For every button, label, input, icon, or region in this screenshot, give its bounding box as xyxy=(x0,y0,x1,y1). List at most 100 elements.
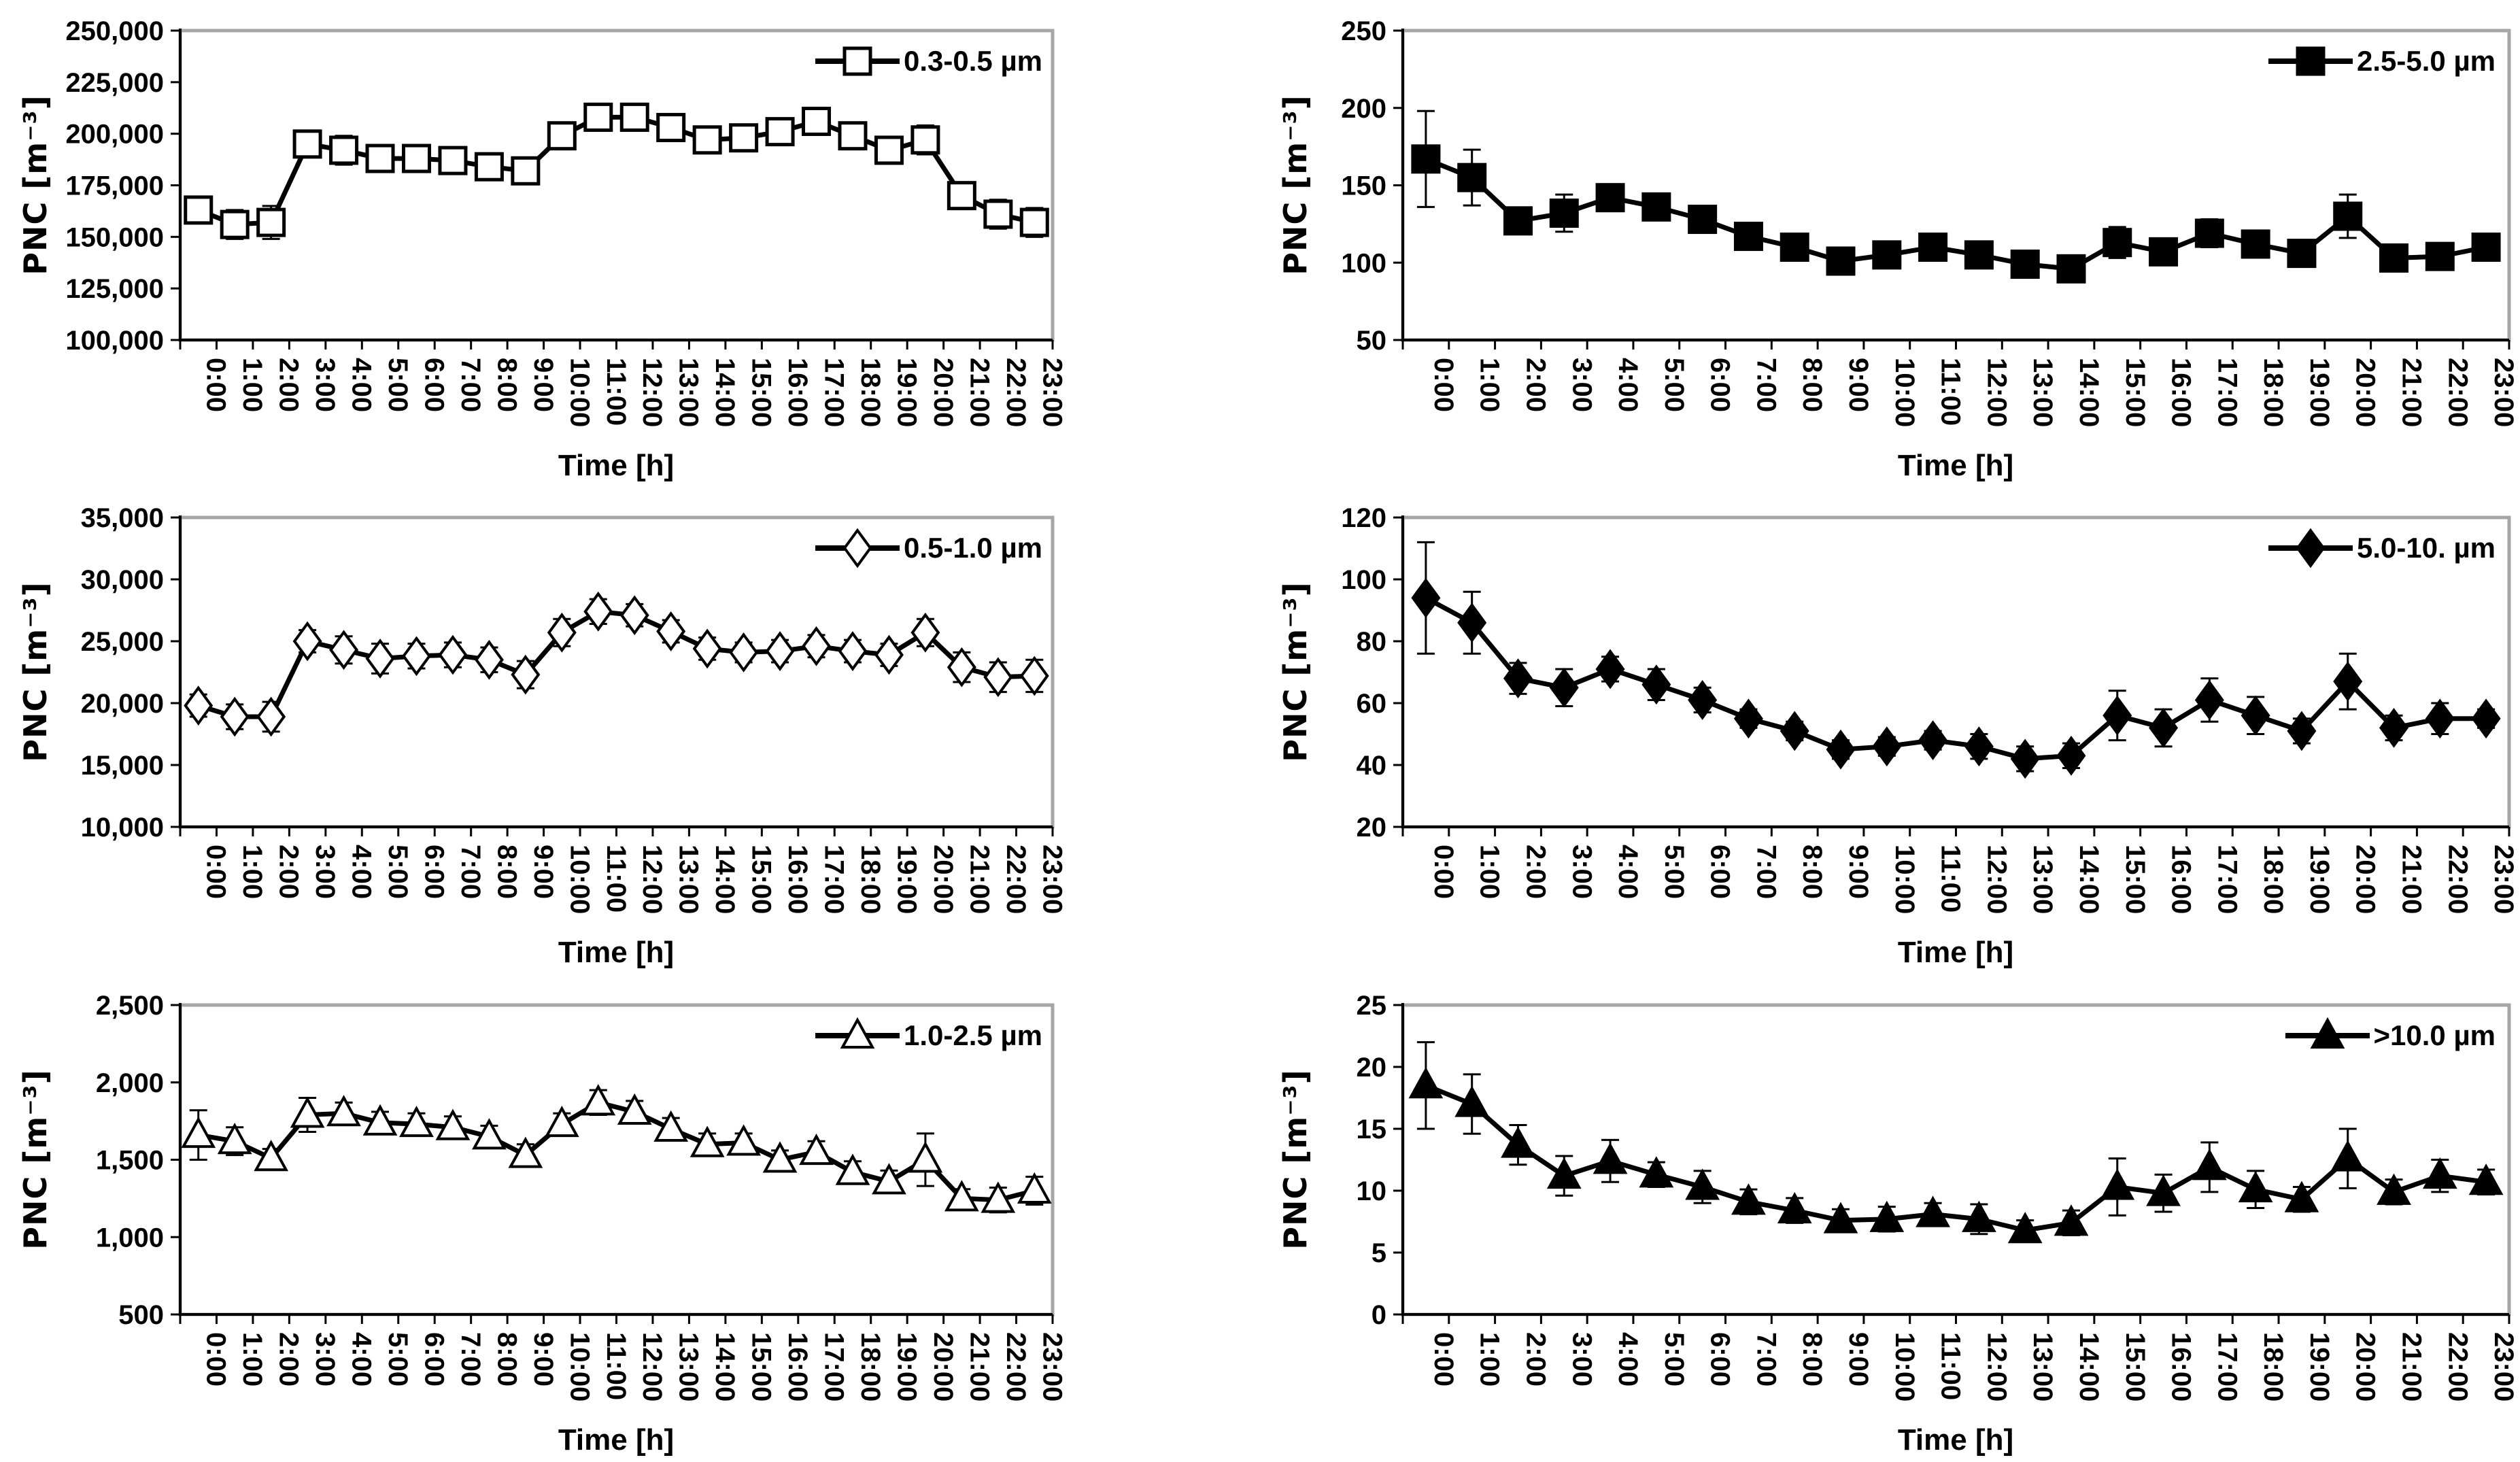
data-point-marker xyxy=(947,181,976,211)
x-tick-label: 12:00 xyxy=(637,358,667,427)
chart-panel-5.0-10um: 20 40 60 80 100 120 0:00 1:00 2:00 3:00 4:00 5:00 6:… xyxy=(1260,487,2520,974)
data-point-marker xyxy=(2471,698,2501,739)
y-tick-label: 50 xyxy=(1357,326,1387,356)
y-tick-label: 20,000 xyxy=(81,689,164,719)
data-point-marker xyxy=(981,1181,1016,1213)
plot-area xyxy=(1401,515,2511,829)
x-tick-label: 11:00 xyxy=(1936,1332,1966,1400)
data-point-marker xyxy=(220,696,250,737)
x-tick-label: 1:00 xyxy=(1475,845,1505,899)
data-point-marker xyxy=(1593,1142,1628,1174)
x-tick-label: 8:00 xyxy=(1797,845,1827,899)
y-axis-label: PNC [m⁻³] xyxy=(17,1069,54,1250)
x-tick-label: 17:00 xyxy=(819,358,849,427)
x-tick-label: 3:00 xyxy=(310,358,340,412)
x-tick-label: 17:00 xyxy=(819,1332,849,1401)
y-tick-label: 60 xyxy=(1357,689,1387,719)
x-tick-label: 9:00 xyxy=(528,358,558,412)
data-point-marker xyxy=(547,121,577,151)
data-point-marker xyxy=(799,1133,834,1166)
x-tick-label: 4:00 xyxy=(1613,358,1643,412)
data-point-marker xyxy=(619,595,649,636)
x-tick-label: 15:00 xyxy=(2120,845,2150,914)
data-point-marker xyxy=(838,631,868,671)
data-point-marker xyxy=(983,657,1013,698)
x-tick-label: 18:00 xyxy=(2258,358,2288,427)
x-tick-label: 20:00 xyxy=(2351,845,2381,914)
y-tick-label: 125,000 xyxy=(65,274,164,304)
x-tick-label: 23:00 xyxy=(2489,1332,2519,1401)
data-point-marker xyxy=(217,1123,252,1155)
x-tick-label: 19:00 xyxy=(891,1332,921,1401)
data-point-marker xyxy=(1457,602,1487,643)
x-tick-label: 19:00 xyxy=(891,845,921,914)
data-point-marker xyxy=(2379,708,2408,748)
x-tick-label: 6:00 xyxy=(1705,845,1735,899)
y-axis-label: PNC [m⁻³] xyxy=(1277,581,1314,762)
x-tick-label: 12:00 xyxy=(1981,358,2011,427)
x-tick-label: 5:00 xyxy=(383,1332,413,1387)
legend: 1.0-2.5 µm xyxy=(813,1015,1042,1056)
x-tick-label: 16:00 xyxy=(783,1332,813,1401)
data-point-marker xyxy=(2149,708,2179,748)
data-point-marker xyxy=(1918,720,1948,760)
x-tick-label: 16:00 xyxy=(2166,358,2196,427)
data-point-marker xyxy=(656,611,686,651)
x-tick-label: 13:00 xyxy=(2028,845,2058,914)
data-point-marker xyxy=(1454,1085,1490,1117)
plot-area xyxy=(178,1003,1055,1316)
x-tick-label: 11:00 xyxy=(1936,845,1966,913)
data-point-marker xyxy=(729,123,759,153)
plot-svg-1.0-2.5um: 500 1,000 1,500 2,000 2,500 0:00 1:00 2:00 3:00 4… xyxy=(96,991,1067,1401)
x-tick-label: 14:00 xyxy=(2074,1332,2104,1401)
x-tick-label: 20:00 xyxy=(928,1332,958,1401)
data-point-marker xyxy=(290,1096,325,1128)
data-point-marker xyxy=(1411,577,1441,618)
x-tick-label: 9:00 xyxy=(1843,358,1873,412)
x-axis-label: Time [h] xyxy=(558,1423,675,1457)
legend-marker-icon xyxy=(815,528,900,568)
data-point-marker xyxy=(619,102,649,132)
data-point-marker xyxy=(544,1106,579,1138)
y-tick-label: 200,000 xyxy=(65,120,164,150)
y-tick-label: 15 xyxy=(1357,1115,1387,1144)
x-tick-label: 1:00 xyxy=(237,1332,267,1387)
x-tick-label: 22:00 xyxy=(2442,1332,2472,1401)
x-tick-label: 23:00 xyxy=(2489,845,2519,914)
x-tick-label: 3:00 xyxy=(1567,845,1597,899)
legend-marker xyxy=(842,46,872,76)
data-point-marker xyxy=(1688,680,1718,720)
data-point-marker xyxy=(326,1095,361,1127)
x-tick-label: 12:00 xyxy=(637,1332,667,1401)
y-tick-label: 10 xyxy=(1357,1176,1387,1206)
x-tick-label: 0:00 xyxy=(1429,845,1459,899)
data-point-marker xyxy=(1549,198,1579,228)
data-point-marker xyxy=(2102,695,2132,736)
data-point-marker xyxy=(438,634,468,675)
data-point-marker xyxy=(1823,1202,1858,1234)
x-tick-label: 1:00 xyxy=(237,358,267,412)
x-tick-label: 10:00 xyxy=(1890,1332,1920,1401)
x-tick-label: 23:00 xyxy=(1037,1332,1067,1401)
data-point-marker xyxy=(1872,240,1902,270)
x-tick-label: 2:00 xyxy=(274,845,304,899)
x-axis-label: Time [h] xyxy=(558,449,675,482)
y-tick-label: 100 xyxy=(1341,248,1386,278)
y-tick-label: 1,000 xyxy=(96,1223,164,1253)
data-point-marker xyxy=(944,1180,979,1212)
x-tick-label: 5:00 xyxy=(1659,845,1689,899)
x-tick-label: 11:00 xyxy=(1936,358,1966,426)
chart-panel-0.3-0.5um: 100,000 125,000 150,000 175,000 200,000 225,0… xyxy=(0,0,1260,487)
x-tick-label: 20:00 xyxy=(2351,1332,2381,1401)
data-point-marker xyxy=(1826,729,1856,770)
x-tick-label: 12:00 xyxy=(1981,845,2011,914)
x-tick-label: 6:00 xyxy=(419,358,449,412)
x-tick-label: 0:00 xyxy=(201,358,231,412)
data-point-marker xyxy=(2241,695,2270,736)
x-tick-label: 1:00 xyxy=(237,845,267,899)
x-tick-label: 22:00 xyxy=(1001,358,1031,427)
data-point-marker xyxy=(1546,1157,1582,1189)
x-tick-label: 21:00 xyxy=(2397,1332,2427,1401)
y-tick-label: 250 xyxy=(1341,16,1386,46)
data-point-marker xyxy=(581,1084,616,1116)
